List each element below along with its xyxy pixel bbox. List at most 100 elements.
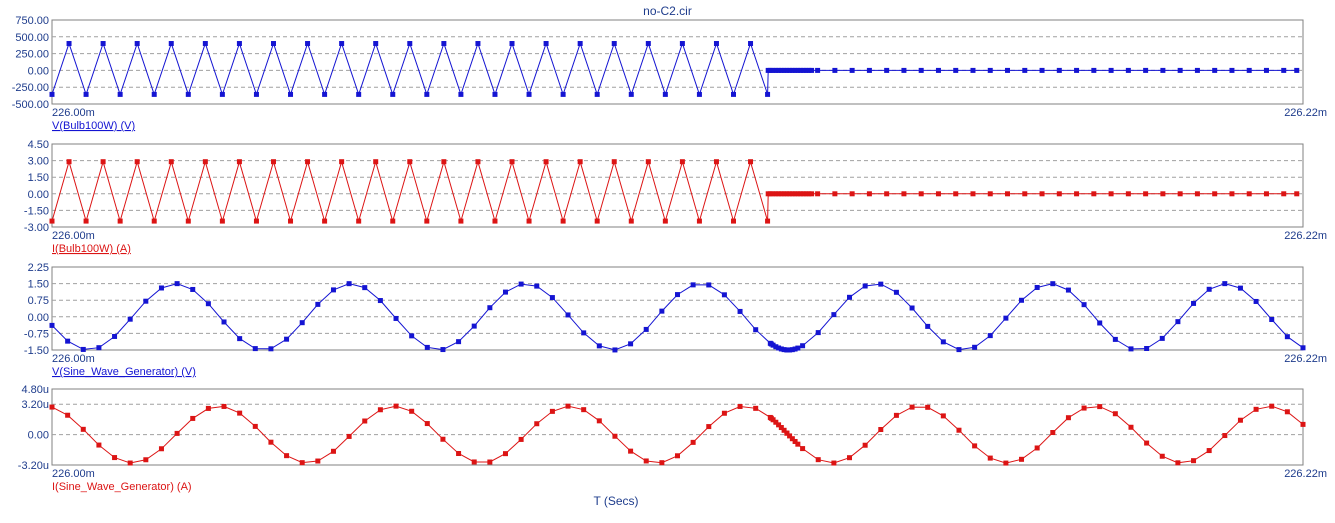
data-point [362,418,368,424]
data-point [940,413,946,419]
data-point [315,458,321,464]
data-point [935,67,941,73]
simulation-title: no-C2.cir [643,4,692,18]
data-point [803,191,809,197]
data-point [847,455,853,461]
y-tick-label: 1.50 [28,172,49,184]
data-point [847,294,853,300]
data-point [373,41,379,47]
data-point [776,345,782,351]
data-point [330,448,336,454]
x-start-label: 226.00m [52,230,95,242]
series-label: V(Bulb100W) (V) [52,120,135,132]
data-point [549,408,555,414]
y-tick-label: -1.50 [24,345,49,357]
y-tick-label: 0.00 [28,189,49,201]
data-point [518,436,524,442]
data-point [1019,297,1025,303]
data-point [721,292,727,298]
data-point [299,460,305,466]
x-end-label: 226.22m [1284,353,1327,365]
data-point [737,308,743,314]
data-point [770,191,776,197]
x-end-label: 226.22m [1284,107,1327,119]
data-point [202,159,208,165]
data-point [1246,67,1252,73]
data-point [1022,67,1028,73]
data-point [831,312,837,318]
data-point [679,159,685,165]
data-point [526,91,532,97]
series-line [51,283,1304,351]
data-point [221,319,227,325]
data-point [792,67,798,73]
series-label: I(Bulb100W) (A) [52,243,131,255]
data-point [190,286,196,292]
data-point [815,67,821,73]
data-point [798,67,804,73]
data-point [1177,191,1183,197]
data-point [815,457,821,463]
data-point [1081,405,1087,411]
data-point [1050,281,1056,287]
data-point [730,91,736,97]
data-point [1294,191,1300,197]
data-point [1281,67,1287,73]
data-point [1246,191,1252,197]
y-tick-label: -3.00 [24,222,49,234]
data-point [815,191,821,197]
data-point [205,301,211,307]
data-point [987,191,993,197]
data-point [925,404,931,410]
data-point [849,67,855,73]
data-point [1144,346,1150,352]
y-tick-label: -0.75 [24,328,49,340]
data-point [787,191,793,197]
data-point [972,344,978,350]
data-point [441,159,447,165]
series-label: V(Sine_Wave_Generator) (V) [52,366,196,378]
data-point [628,448,634,454]
data-point [475,159,481,165]
data-point [407,41,413,47]
data-point [565,312,571,318]
data-point [1263,67,1269,73]
data-point [787,433,793,439]
data-point [901,67,907,73]
data-point [1294,67,1300,73]
data-point [151,91,157,97]
data-point [770,342,776,348]
data-point [487,305,493,311]
data-point [784,430,790,436]
y-tick-label: 250.00 [15,49,49,61]
data-point [628,91,634,97]
data-point [424,344,430,350]
data-point [696,218,702,224]
data-point [1206,448,1212,454]
data-point [458,91,464,97]
data-point [1091,191,1097,197]
data-point [1212,191,1218,197]
data-point [219,91,225,97]
data-point [534,421,540,427]
data-point [767,191,773,197]
data-point [803,67,809,73]
data-point [502,289,508,295]
data-point [987,67,993,73]
data-point [168,41,174,47]
data-point [502,451,508,457]
y-tick-label: 0.00 [28,312,49,324]
series-line [51,405,1304,464]
data-point [509,41,515,47]
data-point [662,218,668,224]
panel-4 [49,388,1306,466]
data-point [675,453,680,459]
data-point [781,191,787,197]
data-point [1034,445,1040,451]
data-point [1128,424,1134,430]
data-point [1177,67,1183,73]
data-point [815,330,821,336]
data-point [456,339,462,345]
data-point [1194,67,1200,73]
data-point [706,424,712,430]
